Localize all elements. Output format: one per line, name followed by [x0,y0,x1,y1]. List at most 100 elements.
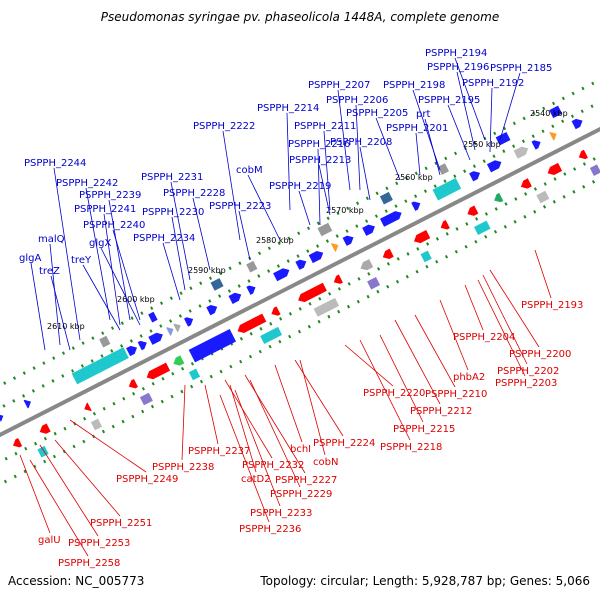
feature-arrow-reverse [413,230,431,244]
gene-label-reverse: PSPPH_2227 [275,475,337,486]
feature-arrow-reverse [128,378,139,389]
feature-arrow-forward [380,211,402,227]
leader-line-forward [53,167,81,341]
gene-label-reverse: PSPPH_2204 [453,332,515,343]
leader-line-reverse [489,269,540,348]
feature-block-lower [536,190,550,204]
feature-arrow-forward [148,332,163,345]
feature-arrow-forward [549,132,557,141]
gene-label-forward: PSPPH_2214 [257,103,319,114]
feature-arrow-reverse [271,306,281,316]
gene-label-reverse: galU [38,535,61,546]
gene-label-reverse: cobN [313,457,338,468]
leader-line-forward [30,262,46,351]
tick-label-3: 2570 kbp [326,206,364,215]
gene-label-forward: cobM [236,165,263,176]
gene-label-forward: PSPPH_2213 [289,155,351,166]
leader-line-forward [82,264,121,331]
gene-label-reverse: PSPPH_2203 [495,378,557,389]
leader-line-forward [112,229,141,321]
leader-line-forward [286,112,291,211]
gene-label-forward: PSPPH_2241 [74,204,136,215]
leader-line-forward [456,71,476,151]
feature-arrow-forward [531,140,541,150]
feature-block-lower [367,276,381,290]
feature-arrow-forward [23,399,32,409]
leader-line-reverse [439,299,469,371]
gene-label-forward: PSPPH_2223 [209,201,271,212]
feature-arrow-reverse [146,362,171,380]
feature-arrow-reverse [467,205,479,216]
leader-line-reverse [534,249,552,299]
feature-arrow-reverse [494,192,504,203]
gene-label-reverse: PSPPH_2224 [313,438,375,449]
leader-line-forward [337,89,351,191]
gene-label-forward: PSPPH_2244 [24,158,86,169]
gene-label-forward: PSPPH_2196 [427,62,489,73]
feature-block-upper [148,311,158,323]
gene-label-forward: PSPPH_2240 [83,220,145,231]
feature-block-upper [246,260,258,273]
gene-label-reverse: bchI [290,444,311,455]
feature-arrow-reverse [547,162,563,175]
leader-line-forward [499,72,521,141]
tick-label-5: 2590 kbp [188,266,226,275]
leader-line-reverse [224,379,273,459]
feature-arrow-forward [486,160,502,173]
feature-arrow-forward [571,118,583,130]
leader-line-forward [192,197,211,271]
feature-arrow-reverse [578,149,588,160]
gene-label-forward: PSPPH_2206 [326,95,388,106]
feature-arrow-forward [469,171,481,182]
feature-block-lower [139,392,153,406]
leader-line-reverse [344,344,394,387]
gene-label-reverse: PSPPH_2212 [410,406,472,417]
feature-arrow-reverse [440,220,450,230]
leader-line-forward [247,174,281,241]
leader-line-reverse [54,439,121,517]
feature-arrow-forward [362,224,375,236]
leader-line-forward [317,148,321,226]
feature-block-upper [317,222,333,237]
leader-line-reverse [299,359,326,456]
leader-line-reverse [29,459,89,557]
feature-arrow-forward [137,340,147,351]
leader-line-reverse [294,359,344,437]
feature-arrow-forward [331,243,339,252]
gene-label-reverse: PSPPH_2253 [68,538,130,549]
feature-arrow-forward [308,251,324,264]
gene-label-forward: PSPPH_2234 [133,233,195,244]
leader-line-forward [355,104,361,191]
feature-arrow-reverse [333,274,343,284]
tick-label-2: 2560 kbp [395,173,433,182]
feature-block [71,347,129,385]
gene-label-reverse: PSPPH_2258 [58,558,120,569]
gene-label-forward: PSPPH_2216 [288,139,350,150]
gene-label-reverse: PSPPH_2215 [393,424,455,435]
gene-label-reverse: PSPPH_2249 [116,474,178,485]
feature-block-upper [495,131,511,146]
genome-backbone [0,89,600,475]
gene-label-reverse: PSPPH_2237 [188,446,250,457]
tick-label-1: 2550 kbp [463,140,501,149]
gene-label-reverse: PSPPH_2251 [90,518,152,529]
gene-label-forward: PSPPH_2242 [56,178,118,189]
feature-arrow-forward [246,285,256,295]
leader-line-forward [162,242,181,301]
leader-line-forward [454,57,486,141]
leader-line-forward [318,164,331,216]
feature-block-lower [90,418,103,431]
gene-label-forward: treY [71,255,92,266]
gene-label-forward: PSPPH_2207 [308,80,370,91]
leader-line-forward [222,130,241,241]
gene-label-forward: PSPPH_2222 [193,121,255,132]
feature-arrow-reverse [13,437,23,448]
feature-block-lower [420,250,432,263]
gene-label-forward: PSPPH_2231 [141,172,203,183]
gene-label-forward: PSPPH_2211 [294,121,356,132]
feature-arrow-forward [126,345,138,357]
leader-line-forward [100,247,141,326]
gene-label-reverse: PSPPH_2210 [425,389,487,400]
